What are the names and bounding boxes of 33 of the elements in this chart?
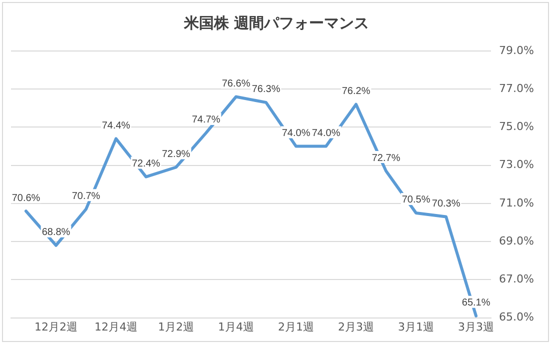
data-label: 68.8% [42,227,70,238]
x-tick-label: 12月2週 [34,320,78,334]
x-tick-label: 1月4週 [218,320,254,334]
y-tick-label: 77.0% [499,82,534,95]
data-label: 74.4% [102,120,130,132]
data-label: 76.3% [252,84,280,96]
data-label: 76.6% [222,78,250,90]
x-tick-label: 12月4週 [94,320,138,334]
data-label: 72.7% [372,152,400,164]
data-label: 70.5% [402,194,430,206]
data-label: 74.0% [312,128,340,140]
y-tick-label: 71.0% [499,196,534,210]
data-label: 65.1% [462,298,490,309]
x-tick-label: 3月1週 [398,320,434,334]
x-tick-label: 2月3週 [338,320,374,334]
x-tick-label: 3月3週 [458,320,494,334]
y-tick-label: 69.0% [499,234,534,248]
x-tick-label: 1月2週 [158,320,194,334]
y-tick-label: 79.0% [499,44,534,57]
y-tick-label: 75.0% [499,120,534,134]
x-tick-label: 2月1週 [278,320,314,334]
y-tick-label: 65.0% [499,310,534,324]
data-label: 70.7% [72,190,100,202]
data-label: 76.2% [342,86,370,98]
data-label: 72.9% [162,149,190,160]
data-label: 70.6% [12,192,40,204]
y-tick-label: 67.0% [499,272,534,286]
y-tick-label: 73.0% [499,158,534,172]
data-label: 74.0% [282,128,310,140]
data-label: 70.3% [432,198,460,210]
data-label: 74.7% [192,114,220,126]
data-label: 72.4% [132,158,160,170]
chart-title: 米国株 週間パフォーマンス [182,14,370,32]
